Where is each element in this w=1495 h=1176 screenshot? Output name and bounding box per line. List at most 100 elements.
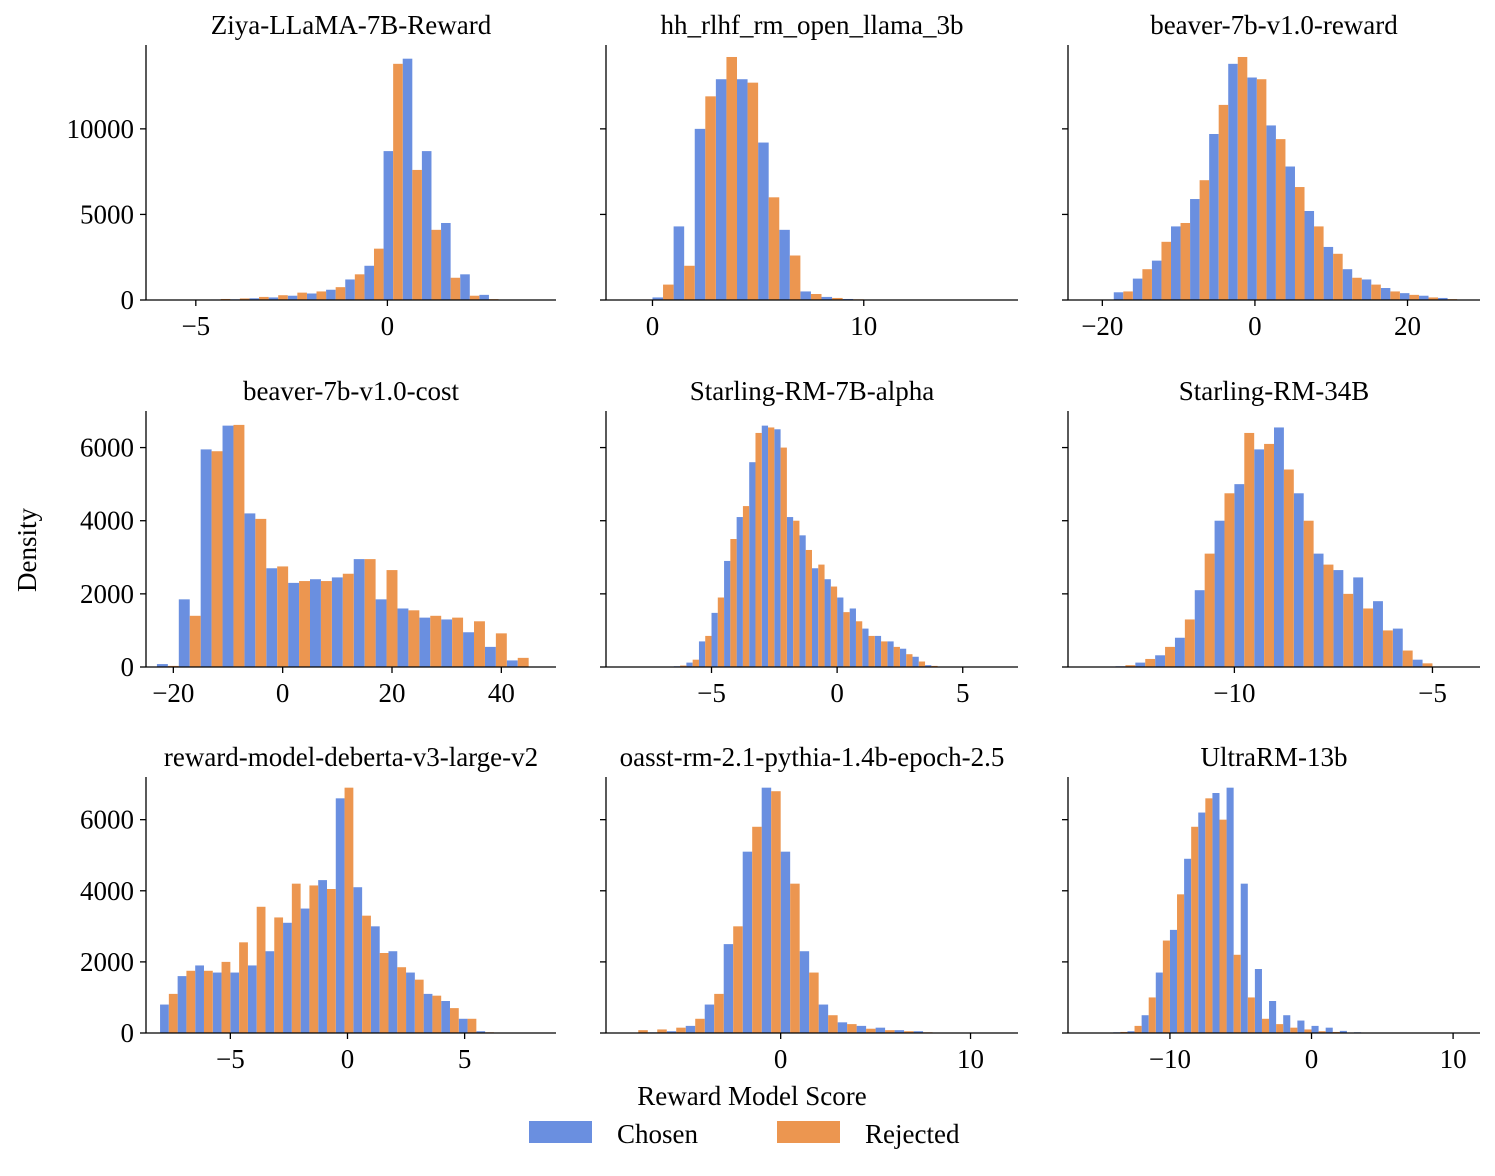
- bar-chosen-12: [397, 608, 409, 667]
- bar-chosen-4: [1155, 972, 1163, 1033]
- bar-chosen-10: [799, 951, 810, 1033]
- bar-chosen-6: [268, 297, 279, 300]
- bar-rejected-11: [344, 787, 354, 1033]
- bar-rejected-14: [1304, 1029, 1312, 1033]
- bar-chosen-5: [244, 513, 256, 667]
- bar-rejected-11: [1323, 564, 1334, 667]
- bar-chosen-6: [724, 560, 731, 667]
- bar-rejected-7: [1237, 56, 1248, 301]
- bar-rejected-13: [379, 953, 389, 1033]
- bar-chosen-13: [419, 617, 431, 667]
- subplot-1: Ziya-LLaMA-7B-Reward −5 0 0 5000 10000: [67, 10, 556, 341]
- bar-chosen-7: [1198, 812, 1206, 1033]
- bar-chosen-8: [1212, 793, 1220, 1033]
- bar-chosen-12: [383, 151, 394, 300]
- x-tick-label: 0: [646, 311, 660, 341]
- bar-rejected-3: [1161, 241, 1171, 300]
- bar-chosen-7: [1234, 484, 1245, 667]
- bar-chosen-3: [686, 662, 693, 667]
- bar-rejected-7: [1244, 432, 1255, 667]
- bar-rejected-1: [1123, 291, 1133, 300]
- bar-rejected-7: [297, 292, 307, 300]
- x-tick-label: 0: [830, 678, 844, 708]
- subplot-title: reward-model-deberta-v3-large-v2: [164, 742, 538, 772]
- bar-chosen-6: [266, 568, 278, 667]
- subplot-9: UltraRM-13b −10 0 10: [1062, 742, 1480, 1074]
- bar-rejected-16: [495, 633, 507, 667]
- bar-rejected-5: [239, 942, 248, 1033]
- x-tick-label: 20: [1394, 311, 1421, 341]
- bar-chosen-10: [353, 559, 365, 667]
- bar-chosen-3: [200, 449, 212, 667]
- bar-chosen-4: [685, 1025, 696, 1033]
- bar-rejected-9: [309, 885, 319, 1033]
- bar-chosen-14: [441, 619, 453, 667]
- bar-rejected-3: [1165, 646, 1175, 667]
- bar-rejected-5: [726, 56, 737, 301]
- bar-chosen-9: [1266, 125, 1276, 300]
- bar-rejected-3: [676, 1027, 686, 1033]
- bar-rejected-10: [354, 274, 365, 300]
- y-tick-label: 0: [121, 652, 135, 682]
- bar-rejected-6: [256, 906, 266, 1033]
- bar-rejected-12: [408, 610, 420, 667]
- bar-chosen-14: [875, 1027, 886, 1033]
- bar-chosen-8: [306, 293, 317, 300]
- bar-chosen-5: [704, 1004, 715, 1033]
- bar-chosen-8: [1254, 449, 1265, 667]
- bar-chosen-5: [230, 972, 240, 1033]
- bar-rejected-19: [893, 646, 900, 667]
- y-tick-label: 5000: [80, 199, 134, 229]
- bar-chosen-17: [506, 660, 518, 667]
- bar-rejected-6: [1191, 826, 1199, 1033]
- x-tick-label: −10: [1149, 1044, 1191, 1074]
- bar-chosen-3: [195, 965, 204, 1033]
- bar-chosen-11: [1304, 211, 1315, 300]
- y-tick-label: 2000: [80, 579, 134, 609]
- bar-rejected-16: [1422, 663, 1433, 667]
- x-tick-label: 0: [341, 1044, 355, 1074]
- bar-rejected-15: [904, 1031, 914, 1033]
- legend: Chosen Rejected: [529, 1119, 960, 1149]
- bar-rejected-17: [868, 635, 875, 667]
- bar-chosen-16: [849, 608, 856, 667]
- bar-rejected-21: [918, 661, 926, 667]
- bar-rejected-2: [1134, 1025, 1142, 1033]
- bar-rejected-14: [1382, 630, 1393, 667]
- bar-rejected-2: [680, 665, 687, 667]
- bar-rejected-9: [335, 287, 346, 300]
- bar-rejected-6: [1224, 493, 1235, 667]
- subplot-title: Starling-RM-34B: [1179, 376, 1370, 406]
- bar-chosen-2: [652, 297, 664, 300]
- bar-rejected-7: [742, 506, 750, 667]
- bar-chosen-16: [460, 274, 470, 300]
- legend-label-rejected: Rejected: [865, 1119, 960, 1149]
- bar-chosen-12: [837, 1022, 848, 1033]
- bar-rejected-6: [733, 926, 743, 1033]
- bar-chosen-13: [812, 568, 819, 667]
- bar-chosen-15: [441, 222, 451, 300]
- bar-chosen-16: [913, 1031, 924, 1033]
- bar-chosen-14: [824, 579, 831, 667]
- bar-rejected-14: [397, 967, 407, 1033]
- bar-chosen-9: [1274, 427, 1284, 667]
- subplot-4: beaver-7b-v1.0-cost −20 0 20 40 0 2000 4000 6000: [80, 376, 556, 708]
- bar-rejected-10: [326, 889, 336, 1033]
- bar-rejected-6: [277, 566, 289, 667]
- bar-rejected-9: [1275, 139, 1286, 300]
- bar-rejected-5: [1204, 553, 1215, 667]
- x-axis-label: Reward Model Score: [637, 1081, 866, 1111]
- bar-rejected-13: [818, 564, 825, 667]
- y-tick-label: 6000: [80, 805, 134, 835]
- bar-rejected-8: [789, 255, 801, 300]
- bar-chosen-5: [1169, 929, 1178, 1033]
- bar-rejected-6: [1218, 104, 1229, 301]
- subplot-8: oasst-rm-2.1-pythia-1.4b-epoch-2.5 0 10: [600, 742, 1018, 1074]
- bar-chosen-16: [1399, 293, 1410, 300]
- bar-rejected-11: [373, 248, 384, 300]
- bar-chosen-11: [1313, 553, 1324, 667]
- bar-chosen-9: [761, 425, 769, 667]
- bar-chosen-14: [1297, 1020, 1305, 1033]
- bar-chosen-6: [1209, 133, 1219, 300]
- bar-rejected-3: [211, 451, 223, 667]
